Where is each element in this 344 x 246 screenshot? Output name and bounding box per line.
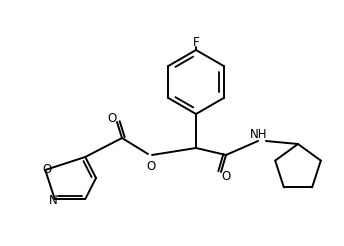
Text: O: O <box>43 163 52 176</box>
Text: O: O <box>147 160 155 173</box>
Text: NH: NH <box>250 127 268 140</box>
Text: O: O <box>107 111 117 124</box>
Text: F: F <box>193 35 199 48</box>
Text: O: O <box>222 169 230 183</box>
Text: N: N <box>49 194 58 207</box>
